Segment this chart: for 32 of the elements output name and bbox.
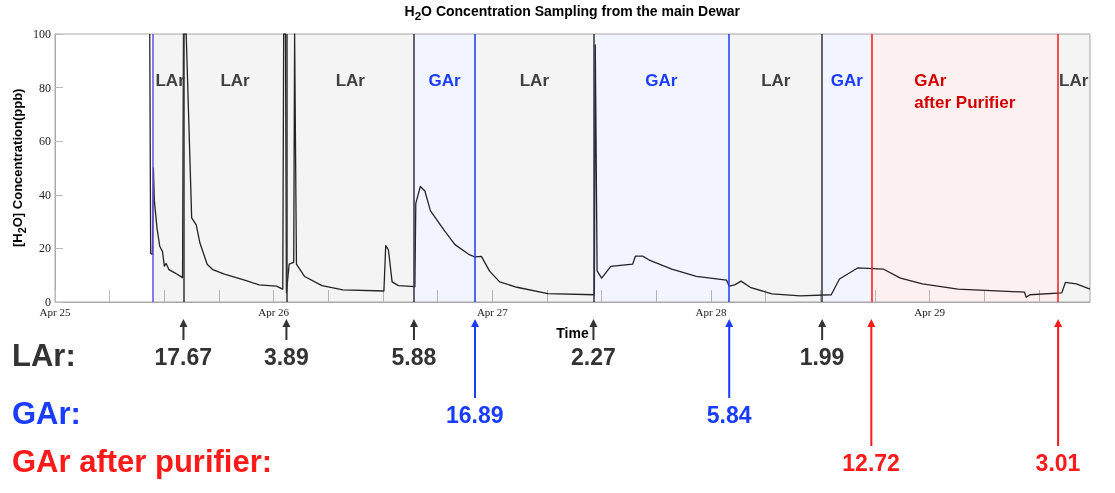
band-label: GAr bbox=[830, 70, 863, 92]
band-label: GAr bbox=[428, 70, 461, 92]
ref-line-label: 5.88 bbox=[391, 344, 437, 371]
band-label: LAr bbox=[220, 70, 250, 92]
band-label: GAr after Purifier bbox=[914, 70, 1016, 114]
band-label: LAr bbox=[1059, 70, 1089, 92]
x-tick-label: Apr 27 bbox=[476, 305, 509, 318]
y-tick-label: 40 bbox=[39, 187, 51, 202]
text: GAr: bbox=[12, 396, 81, 432]
ref-line-label: 16.89 bbox=[446, 402, 504, 429]
y-tick-label: 100 bbox=[33, 27, 51, 41]
text: LAr: bbox=[12, 338, 76, 374]
band-label: LAr bbox=[761, 70, 791, 92]
y-tick-label: 80 bbox=[39, 80, 51, 95]
x-tick-label: Apr 26 bbox=[258, 305, 290, 318]
x-tick-label: Apr 28 bbox=[695, 305, 727, 318]
band-label: LAr bbox=[335, 70, 365, 92]
band-label: GAr bbox=[645, 70, 678, 92]
ref-line-label: 17.67 bbox=[154, 344, 213, 371]
ref-line-label: 1.99 bbox=[799, 344, 845, 371]
x-tick-label: Apr 29 bbox=[914, 305, 946, 318]
band-label: LAr bbox=[519, 70, 549, 92]
ref-line-label: 5.84 bbox=[706, 402, 752, 429]
y-tick-label: 60 bbox=[39, 134, 51, 149]
x-axis-title: Time bbox=[556, 325, 589, 341]
ref-line-label: 12.72 bbox=[842, 450, 900, 477]
text: GAr after purifier: bbox=[12, 444, 273, 480]
ref-line-label: 3.89 bbox=[263, 344, 309, 371]
y-tick-label: 20 bbox=[39, 241, 51, 256]
ref-line-label: 3.01 bbox=[1035, 450, 1081, 477]
chart-title: H$_{2}$O Concentration Sampling from the main Dewar bbox=[404, 3, 741, 22]
ref-line-label: 2.27 bbox=[570, 344, 616, 371]
